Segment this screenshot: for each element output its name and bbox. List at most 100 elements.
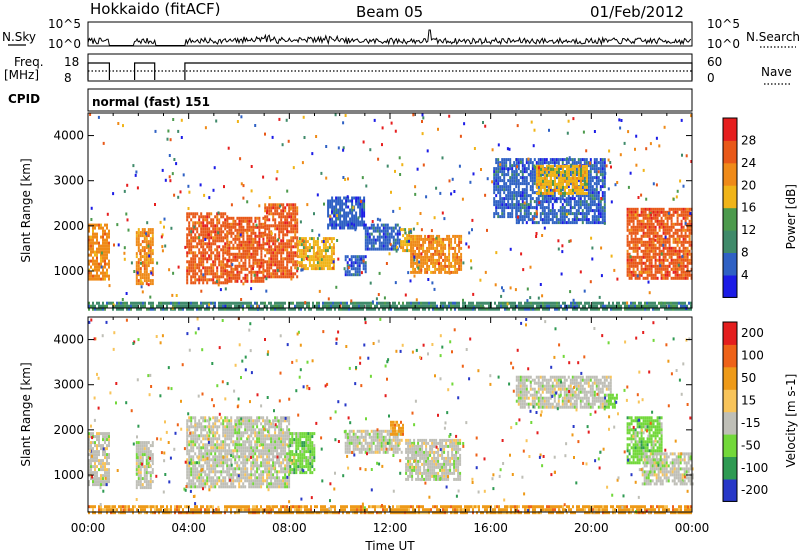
power-cell bbox=[278, 236, 281, 240]
power-cell bbox=[516, 304, 518, 308]
power-cell bbox=[228, 270, 231, 274]
power-cell bbox=[216, 212, 219, 216]
power-cell bbox=[232, 225, 235, 229]
power-cell bbox=[280, 209, 283, 213]
power-cell bbox=[519, 176, 522, 180]
power-cell bbox=[147, 264, 150, 268]
power-cell bbox=[268, 245, 271, 249]
power-noise-cell bbox=[306, 203, 309, 207]
power-cell bbox=[511, 182, 514, 186]
power-cell bbox=[238, 243, 241, 247]
power-cell bbox=[290, 230, 293, 234]
power-cell bbox=[632, 210, 635, 214]
power-cell bbox=[335, 226, 338, 230]
power-noise-cell bbox=[647, 280, 650, 284]
power-cell bbox=[268, 227, 271, 231]
power-cell bbox=[342, 304, 344, 308]
power-cell bbox=[640, 304, 642, 308]
power-cell bbox=[515, 170, 518, 174]
power-cell bbox=[497, 161, 500, 165]
power-noise-cell bbox=[231, 263, 234, 267]
power-cell bbox=[660, 249, 663, 253]
power-cell bbox=[198, 224, 201, 228]
power-cell bbox=[666, 237, 669, 241]
power-cell bbox=[141, 234, 144, 238]
power-cell bbox=[583, 206, 586, 210]
power-cell bbox=[510, 301, 512, 305]
power-cell bbox=[242, 252, 245, 256]
power-cell bbox=[244, 273, 247, 277]
power-cell bbox=[664, 240, 667, 244]
power-cell bbox=[580, 173, 582, 177]
power-cell bbox=[272, 206, 275, 210]
power-cell bbox=[331, 205, 334, 209]
power-cell bbox=[432, 307, 434, 311]
power-cell bbox=[612, 301, 614, 305]
power-cell bbox=[583, 161, 586, 165]
power-cell bbox=[546, 164, 548, 168]
power-cell bbox=[531, 206, 534, 210]
power-cell bbox=[104, 247, 106, 251]
power-cell bbox=[670, 216, 673, 220]
power-noise-cell bbox=[140, 285, 143, 289]
power-cell bbox=[527, 194, 530, 198]
power-cell bbox=[324, 243, 327, 247]
power-cell bbox=[634, 234, 637, 238]
power-cell bbox=[359, 205, 362, 209]
power-cell bbox=[353, 217, 356, 221]
power-cell bbox=[537, 221, 540, 225]
power-cell bbox=[210, 224, 213, 228]
power-cell bbox=[565, 161, 568, 165]
power-cell bbox=[444, 243, 447, 247]
power-cell bbox=[96, 274, 98, 278]
power-cell bbox=[246, 279, 249, 283]
power-cell bbox=[266, 304, 268, 308]
power-cell bbox=[549, 200, 552, 204]
power-cell bbox=[547, 194, 550, 198]
power-cell bbox=[636, 264, 639, 268]
power-cell bbox=[674, 267, 677, 271]
power-cell bbox=[420, 234, 423, 238]
power-cell bbox=[493, 170, 496, 174]
power-cell bbox=[190, 227, 193, 231]
power-cell bbox=[92, 250, 94, 254]
power-cell bbox=[198, 242, 201, 246]
power-cell bbox=[636, 255, 639, 259]
power-cell bbox=[493, 185, 496, 189]
power-cell bbox=[550, 167, 552, 171]
power-cell bbox=[256, 249, 259, 253]
power-cell bbox=[150, 307, 152, 311]
power-cell bbox=[448, 243, 451, 247]
power-cell bbox=[236, 216, 239, 220]
power-cell bbox=[308, 243, 311, 247]
power-cell bbox=[586, 164, 588, 168]
power-cell bbox=[544, 304, 546, 308]
power-cell bbox=[672, 258, 675, 262]
power-cell bbox=[686, 225, 689, 229]
power-cell bbox=[276, 272, 279, 276]
power-cell bbox=[525, 161, 528, 165]
power-cell bbox=[230, 276, 233, 280]
power-cell bbox=[254, 249, 257, 253]
power-cell bbox=[519, 182, 522, 186]
power-cell bbox=[569, 203, 572, 207]
power-cell bbox=[593, 197, 596, 201]
power-cell bbox=[628, 276, 631, 280]
power-cell bbox=[640, 222, 643, 226]
power-cell bbox=[244, 216, 247, 220]
power-cell bbox=[682, 267, 685, 271]
power-cell bbox=[562, 301, 564, 305]
power-cell bbox=[118, 307, 120, 311]
power-cell bbox=[656, 258, 659, 262]
power-cell bbox=[642, 228, 645, 232]
power-cell bbox=[278, 206, 281, 210]
power-cell bbox=[583, 197, 586, 201]
power-cell bbox=[282, 221, 285, 225]
power-cell bbox=[632, 228, 635, 232]
power-cell bbox=[194, 251, 197, 255]
power-cell bbox=[331, 226, 334, 230]
power-cell bbox=[634, 270, 637, 274]
power-cell bbox=[344, 258, 347, 262]
power-cell bbox=[324, 264, 327, 268]
power-cell bbox=[272, 254, 275, 258]
